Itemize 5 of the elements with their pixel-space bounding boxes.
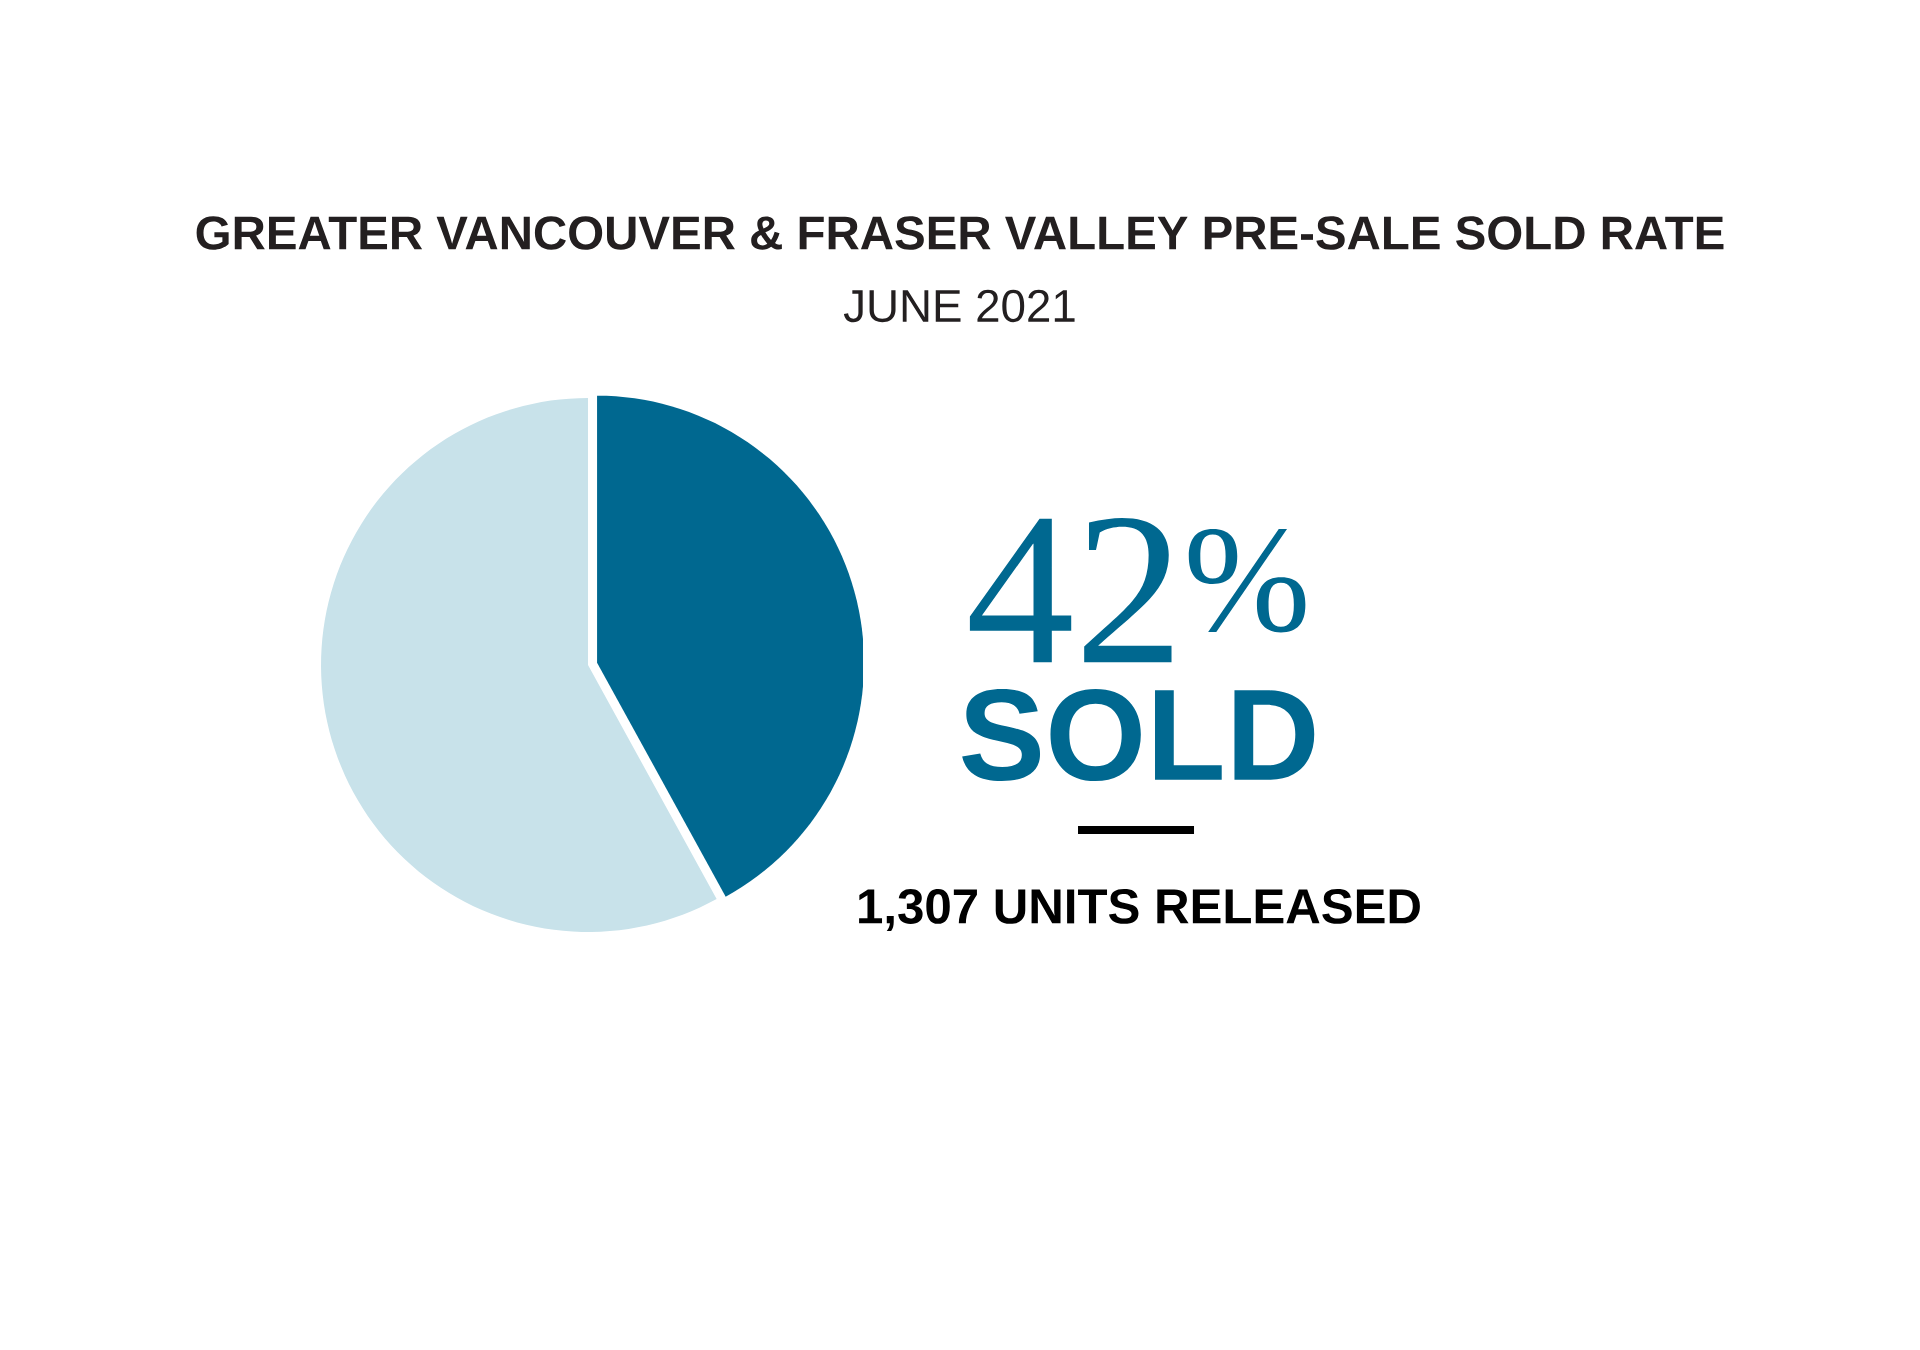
slice-label: SOLD xyxy=(962,688,1315,782)
data-label: 42$^{%}$ xyxy=(969,517,1306,663)
text: 1,307 UNITS RELEASED xyxy=(859,888,1420,931)
chart-subtitle: JUNE 2021 xyxy=(843,289,1075,323)
chart-title: GREATER VANCOUVER & FRASER VALLEY PRE-SALE SOLD RATE xyxy=(196,216,1724,250)
